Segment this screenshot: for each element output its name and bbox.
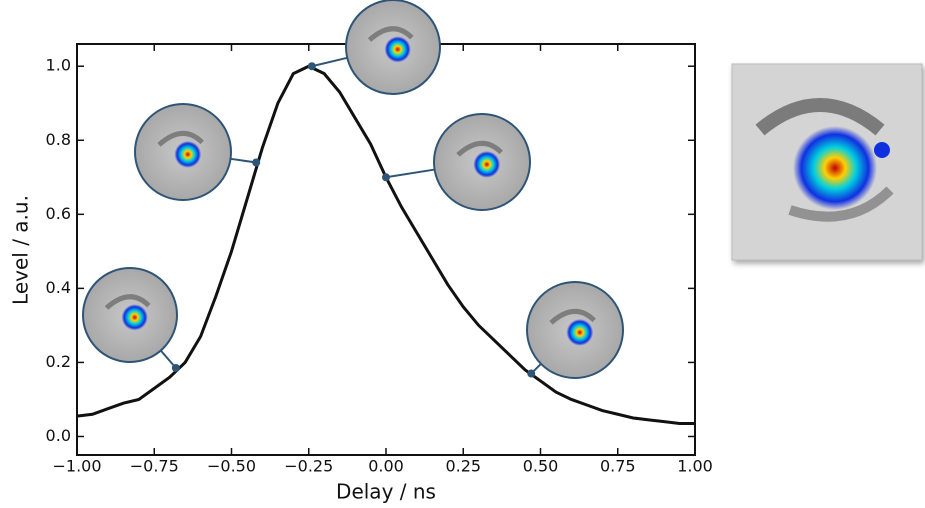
connector <box>230 157 257 164</box>
y-tick-label: 0.4 <box>46 278 71 297</box>
inset-ring <box>157 130 204 147</box>
inset-blob <box>174 140 202 168</box>
point <box>382 173 390 182</box>
x-tick-label: 0.50 <box>523 457 559 476</box>
x-tick-label: 0.00 <box>368 457 404 476</box>
y-tick-label: 0.8 <box>46 130 71 149</box>
inset-blob <box>566 318 594 346</box>
connector <box>311 56 348 68</box>
image-inset <box>311 0 441 95</box>
image-inset <box>385 113 531 211</box>
y-tick-label: 1.0 <box>46 56 71 75</box>
x-tick-label: 0.25 <box>445 457 481 476</box>
image-inset <box>526 281 624 379</box>
x-axis-label: Delay / ns <box>336 480 436 504</box>
y-tick-label: 0.6 <box>46 204 71 223</box>
x-tick-label: 0.75 <box>600 457 636 476</box>
x-tick-label: −0.50 <box>207 457 256 476</box>
y-tick-label: 0.0 <box>46 426 71 445</box>
image-inset <box>82 267 178 369</box>
inset-ring <box>367 26 414 42</box>
y-axis-label: Level / a.u. <box>9 195 33 305</box>
x-tick-label: 1.00 <box>677 457 713 476</box>
image-inset <box>134 103 257 201</box>
y-tick-label: 0.2 <box>46 352 71 371</box>
point <box>171 363 180 372</box>
inset-blob <box>121 304 148 331</box>
point <box>252 158 261 167</box>
connector <box>385 168 435 179</box>
inset-ring <box>104 294 151 310</box>
x-tick-label: −0.25 <box>284 457 333 476</box>
x-tick-label: −0.75 <box>130 457 179 476</box>
inset-ring <box>456 140 503 157</box>
inset-image <box>731 63 923 261</box>
inset-blob <box>473 150 501 178</box>
point <box>527 369 536 378</box>
point <box>307 62 316 71</box>
x-tick-label: −1.00 <box>52 457 101 476</box>
inset-ring <box>549 308 596 325</box>
inset-blob <box>384 36 411 63</box>
